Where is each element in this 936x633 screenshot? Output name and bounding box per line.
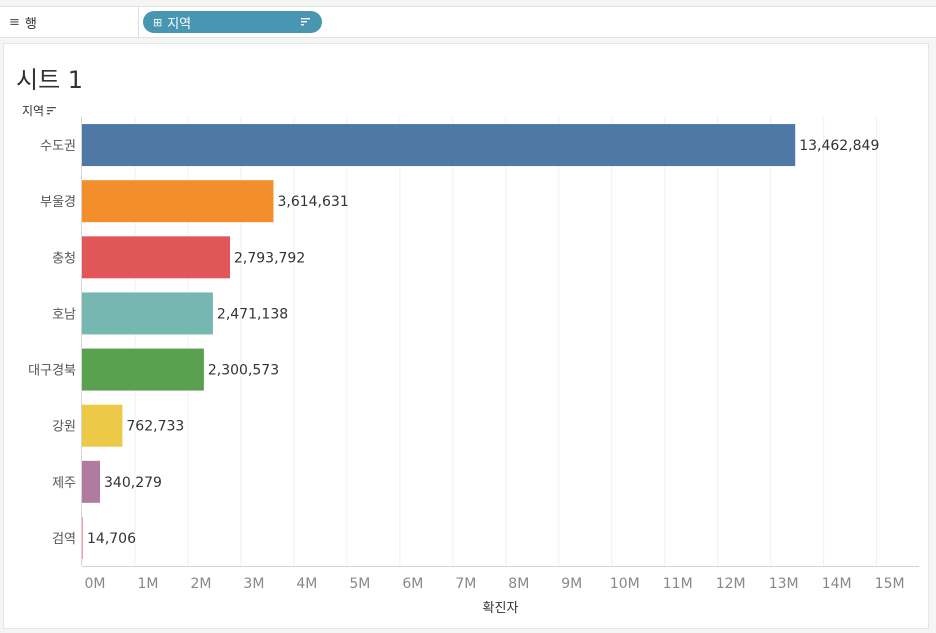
- bar: [82, 404, 123, 447]
- sort-icon[interactable]: [47, 106, 57, 115]
- rows-shelf-label: ≡ 행: [0, 7, 139, 37]
- x-tick-label: 13M: [769, 576, 799, 592]
- rows-shelf: ≡ 행 ⊞ 지역: [0, 6, 936, 38]
- category-label: 제주: [52, 476, 76, 491]
- category-label: 호남: [52, 307, 76, 322]
- x-tick-label: 5M: [349, 576, 370, 592]
- data-label: 2,300,573: [208, 363, 279, 379]
- x-tick-label: 11M: [663, 576, 693, 592]
- rows-shelf-title: 행: [24, 16, 37, 32]
- data-label: 2,471,138: [217, 306, 288, 322]
- bar: [82, 124, 796, 167]
- category-label: 검역: [52, 532, 76, 547]
- plus-icon: ⊞: [153, 15, 163, 29]
- bar: [82, 516, 83, 559]
- row-axis-header-label: 지역: [22, 104, 45, 118]
- region-field-pill[interactable]: ⊞ 지역: [143, 11, 322, 33]
- x-tick-label: 2M: [190, 576, 211, 592]
- region-field-pill-label: 지역: [167, 16, 192, 32]
- x-axis-title: 확진자: [483, 601, 519, 616]
- data-label: 2,793,792: [234, 250, 305, 266]
- sheet-title: 시트 1: [16, 66, 84, 94]
- worksheet: 시트 1 지역 수도권 13,462,849 부울경 3,614,631 충청 2,793…: [3, 43, 929, 629]
- category-label: 대구경북: [28, 364, 76, 379]
- x-tick-label: 7M: [455, 576, 476, 592]
- x-tick-label: 15M: [875, 576, 905, 592]
- row-axis-header: 지역: [22, 102, 57, 119]
- category-label: 충청: [52, 251, 76, 266]
- rows-icon: ≡: [9, 14, 20, 30]
- x-tick-label: 14M: [822, 576, 852, 592]
- x-tick-label: 6M: [402, 576, 423, 592]
- data-label: 3,614,631: [277, 194, 348, 210]
- data-label: 340,279: [104, 475, 162, 491]
- x-tick-label: 9M: [561, 576, 582, 592]
- bar-chart: 수도권 13,462,849 부울경 3,614,631 충청 2,793,792 호남 2,…: [28, 117, 919, 616]
- x-tick-label: 0M: [85, 576, 106, 592]
- category-label: 부울경: [40, 195, 76, 210]
- category-label: 수도권: [40, 139, 76, 154]
- data-label: 13,462,849: [799, 138, 879, 154]
- sort-icon[interactable]: [301, 17, 310, 26]
- bar: [82, 236, 231, 279]
- x-tick-label: 4M: [296, 576, 317, 592]
- x-tick-label: 3M: [243, 576, 264, 592]
- x-tick-label: 12M: [716, 576, 746, 592]
- data-label: 14,706: [87, 531, 136, 547]
- data-label: 762,733: [126, 419, 184, 435]
- bar: [82, 460, 101, 503]
- x-tick-label: 1M: [137, 576, 158, 592]
- bar: [82, 292, 213, 335]
- bar: [82, 348, 204, 391]
- bar: [82, 180, 274, 223]
- x-tick-label: 10M: [610, 576, 640, 592]
- x-tick-label: 8M: [508, 576, 529, 592]
- category-label: 강원: [52, 420, 76, 435]
